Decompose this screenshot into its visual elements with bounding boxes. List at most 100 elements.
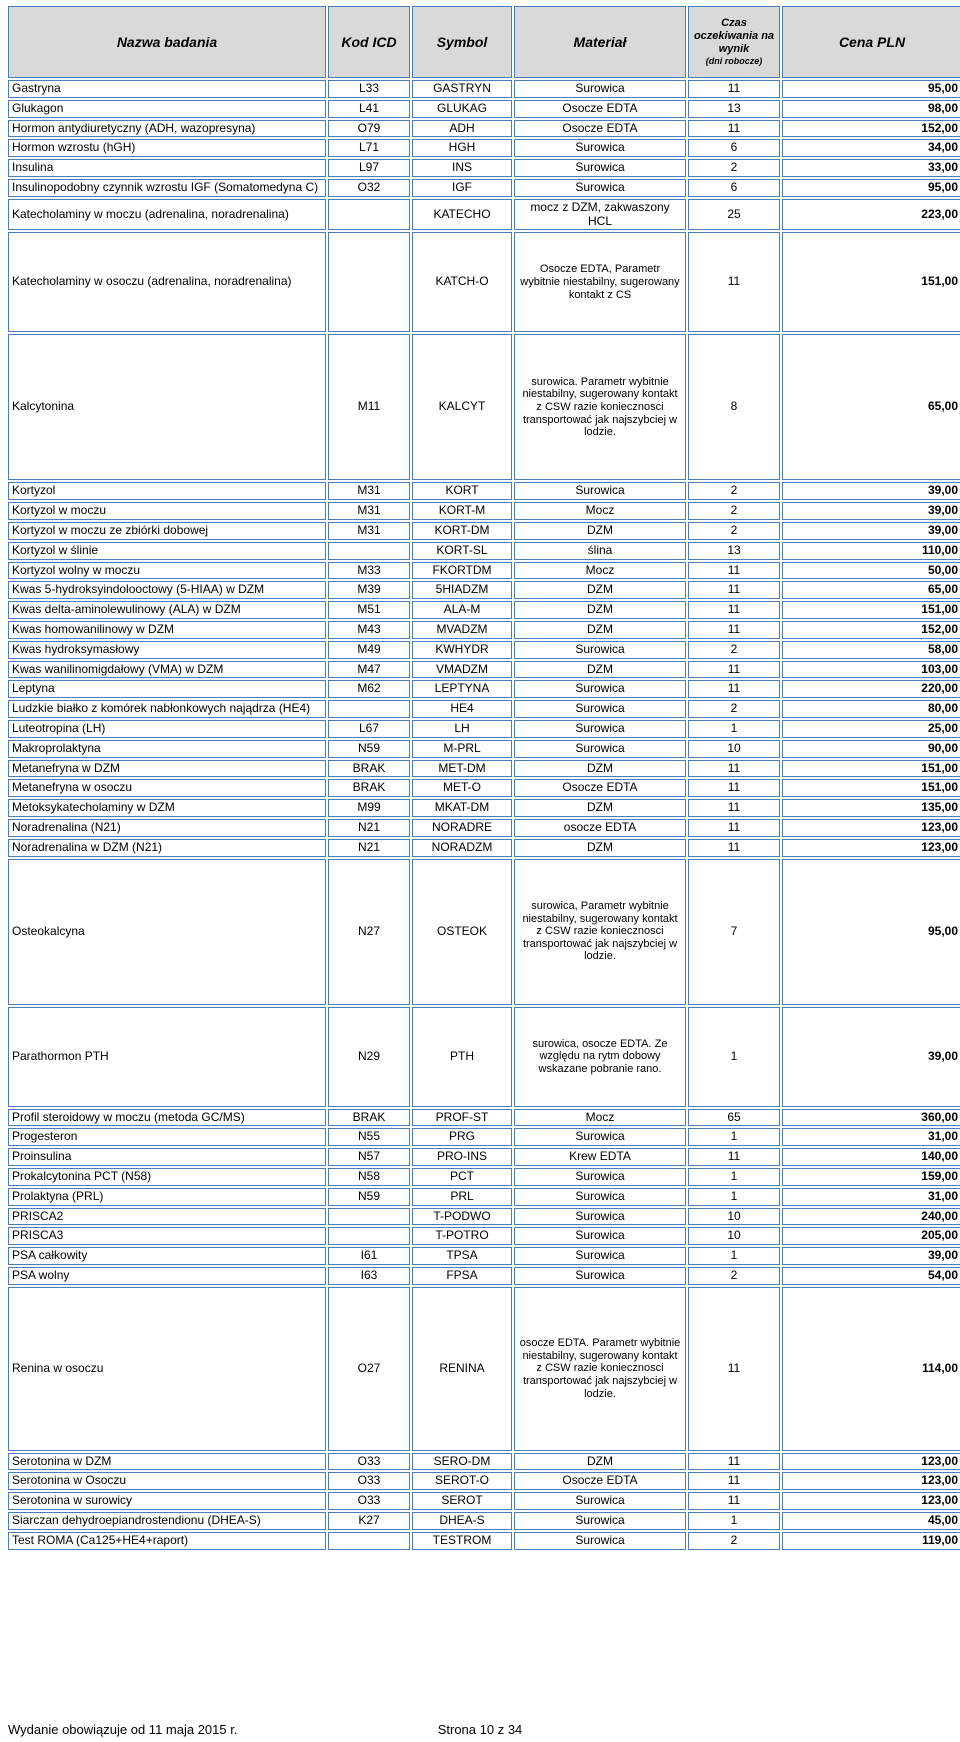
cell-nazwa: Hormon wzrostu (hGH) [8, 139, 326, 157]
cell-material: surowica, osocze EDTA. Ze względu na ryt… [514, 1007, 686, 1107]
cell-czas: 1 [688, 1512, 780, 1530]
cell-czas: 65 [688, 1109, 780, 1127]
cell-material: Surowica [514, 740, 686, 758]
cell-nazwa: Serotonina w DZM [8, 1453, 326, 1471]
cell-czas: 2 [688, 159, 780, 177]
cell-material: Surowica [514, 1227, 686, 1245]
cell-kod [328, 700, 410, 718]
cell-czas: 11 [688, 819, 780, 837]
cell-nazwa: Prokalcytonina PCT (N58) [8, 1168, 326, 1186]
cell-cena: 34,00 [782, 139, 960, 157]
cell-symbol: HGH [412, 139, 512, 157]
cell-cena: 151,00 [782, 779, 960, 797]
cell-cena: 31,00 [782, 1128, 960, 1146]
cell-symbol: SERO-DM [412, 1453, 512, 1471]
table-row: GastrynaL33GASTRYNSurowica1195,00 [8, 80, 960, 98]
cell-czas: 1 [688, 1128, 780, 1146]
table-header-row: Nazwa badania Kod ICD Symbol Materiał Cz… [8, 6, 960, 78]
cell-czas: 11 [688, 779, 780, 797]
cell-kod: N57 [328, 1148, 410, 1166]
cell-czas: 10 [688, 740, 780, 758]
table-row: PRISCA3T-POTROSurowica10205,00 [8, 1227, 960, 1245]
cell-material: Surowica [514, 1128, 686, 1146]
cell-symbol: RENINA [412, 1287, 512, 1451]
cell-material: Osocze EDTA [514, 100, 686, 118]
cell-czas: 11 [688, 680, 780, 698]
cell-symbol: TESTROM [412, 1532, 512, 1550]
cell-nazwa: Glukagon [8, 100, 326, 118]
cell-symbol: DHEA-S [412, 1512, 512, 1530]
table-row: Katecholaminy w moczu (adrenalina, norad… [8, 199, 960, 231]
cell-nazwa: Test ROMA (Ca125+HE4+raport) [8, 1532, 326, 1550]
cell-nazwa: Profil steroidowy w moczu (metoda GC/MS) [8, 1109, 326, 1127]
cell-nazwa: Kwas homowanilinowy w DZM [8, 621, 326, 639]
cell-material: DZM [514, 601, 686, 619]
cell-czas: 2 [688, 700, 780, 718]
cell-nazwa: Kwas wanilinomigdałowy (VMA) w DZM [8, 661, 326, 679]
table-row: Metanefryna w DZMBRAKMET-DMDZM11151,00 [8, 760, 960, 778]
cell-czas: 11 [688, 232, 780, 332]
table-row: PSA całkowityI61TPSASurowica139,00 [8, 1247, 960, 1265]
cell-czas: 8 [688, 334, 780, 480]
cell-symbol: PTH [412, 1007, 512, 1107]
cell-czas: 11 [688, 661, 780, 679]
cell-nazwa: Parathormon PTH [8, 1007, 326, 1107]
cell-kod [328, 1208, 410, 1226]
cell-kod: N55 [328, 1128, 410, 1146]
cell-kod: M62 [328, 680, 410, 698]
cell-kod: O79 [328, 120, 410, 138]
cell-material: Surowica [514, 159, 686, 177]
cell-cena: 45,00 [782, 1512, 960, 1530]
cell-czas: 11 [688, 1453, 780, 1471]
cell-symbol: MKAT-DM [412, 799, 512, 817]
cell-nazwa: Kortyzol w ślinie [8, 542, 326, 560]
footer-left: Wydanie obowiązuje od 11 maja 2015 r. [8, 1722, 237, 1737]
cell-czas: 11 [688, 1492, 780, 1510]
cell-czas: 11 [688, 1148, 780, 1166]
cell-kod: M31 [328, 502, 410, 520]
cell-kod: BRAK [328, 1109, 410, 1127]
cell-material: Osocze EDTA [514, 779, 686, 797]
cell-cena: 31,00 [782, 1188, 960, 1206]
cell-czas: 2 [688, 502, 780, 520]
cell-symbol: KWHYDR [412, 641, 512, 659]
cell-symbol: MET-O [412, 779, 512, 797]
cell-material: Surowica [514, 139, 686, 157]
cell-kod [328, 199, 410, 231]
cell-material: Surowica [514, 720, 686, 738]
cell-cena: 223,00 [782, 199, 960, 231]
cell-czas: 1 [688, 1168, 780, 1186]
table-row: Ludzkie białko z komórek nabłonkowych na… [8, 700, 960, 718]
cell-czas: 11 [688, 120, 780, 138]
cell-symbol: KALCYT [412, 334, 512, 480]
table-row: Hormon wzrostu (hGH)L71HGHSurowica634,00 [8, 139, 960, 157]
cell-kod: M39 [328, 581, 410, 599]
cell-kod: K27 [328, 1512, 410, 1530]
cell-czas: 25 [688, 199, 780, 231]
cell-symbol: INS [412, 159, 512, 177]
cell-symbol: 5HIADZM [412, 581, 512, 599]
cell-material: Osocze EDTA, Parametr wybitnie niestabil… [514, 232, 686, 332]
cell-kod: L71 [328, 139, 410, 157]
table-row: Metoksykatecholaminy w DZMM99MKAT-DMDZM1… [8, 799, 960, 817]
cell-material: Osocze EDTA [514, 1472, 686, 1490]
cell-material: DZM [514, 621, 686, 639]
cell-cena: 80,00 [782, 700, 960, 718]
cell-symbol: KORT [412, 482, 512, 500]
table-row: Metanefryna w osoczuBRAKMET-OOsocze EDTA… [8, 779, 960, 797]
table-row: Renina w osoczuO27RENINAosocze EDTA. Par… [8, 1287, 960, 1451]
cell-nazwa: PSA całkowity [8, 1247, 326, 1265]
table-row: Profil steroidowy w moczu (metoda GC/MS)… [8, 1109, 960, 1127]
cell-czas: 7 [688, 859, 780, 1005]
price-table: Nazwa badania Kod ICD Symbol Materiał Cz… [6, 4, 960, 1552]
cell-symbol: PRG [412, 1128, 512, 1146]
cell-cena: 98,00 [782, 100, 960, 118]
cell-cena: 95,00 [782, 859, 960, 1005]
cell-kod: O33 [328, 1492, 410, 1510]
cell-symbol: SEROT-O [412, 1472, 512, 1490]
cell-material: Surowica [514, 1247, 686, 1265]
cell-kod: M99 [328, 799, 410, 817]
cell-material: Surowica [514, 1188, 686, 1206]
cell-material: DZM [514, 581, 686, 599]
table-row: ProinsulinaN57PRO-INSKrew EDTA11140,00 [8, 1148, 960, 1166]
